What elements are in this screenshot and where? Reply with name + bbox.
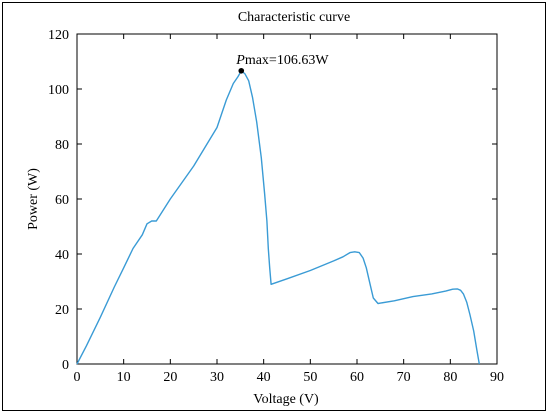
pmax-italic-p: P xyxy=(235,53,245,68)
pmax-value-text: max=106.63W xyxy=(245,53,329,68)
x-tick-label: 20 xyxy=(163,370,177,385)
x-tick-label: 40 xyxy=(257,370,271,385)
x-axis-ticks: 0 10 20 30 40 50 60 70 80 90 xyxy=(74,34,504,385)
x-tick-label: 90 xyxy=(490,370,504,385)
y-tick-label: 60 xyxy=(55,193,69,208)
y-tick-label: 120 xyxy=(48,28,69,43)
plot-area xyxy=(76,33,498,365)
x-tick-label: 50 xyxy=(303,370,317,385)
y-tick-label: 100 xyxy=(48,83,69,98)
x-tick-label: 60 xyxy=(350,370,364,385)
y-tick-label: 0 xyxy=(62,358,69,373)
y-tick-label: 40 xyxy=(55,248,69,263)
y-axis-ticks: 0 20 40 60 80 100 120 xyxy=(48,28,497,373)
x-tick-label: 70 xyxy=(397,370,411,385)
pmax-marker xyxy=(238,67,245,74)
x-tick-label: 10 xyxy=(117,370,131,385)
x-tick-label: 30 xyxy=(210,370,224,385)
y-axis-label: Power (W) xyxy=(26,168,41,230)
x-axis-label: Voltage (V) xyxy=(253,392,319,407)
chart-title: Characteristic curve xyxy=(238,10,350,25)
y-tick-label: 20 xyxy=(55,303,69,318)
y-tick-label: 80 xyxy=(55,138,69,153)
figure-frame xyxy=(2,2,546,411)
pmax-annotation: Pmax=106.63W xyxy=(235,53,329,68)
power-curve-line xyxy=(76,70,480,365)
x-tick-label: 80 xyxy=(443,370,457,385)
x-tick-label: 0 xyxy=(74,370,81,385)
